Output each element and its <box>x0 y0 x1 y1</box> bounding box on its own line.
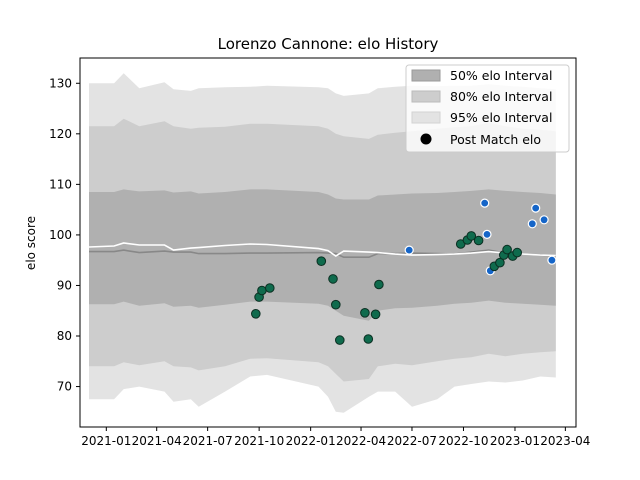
mean-elo-line <box>88 242 556 258</box>
post-match-point-21 <box>495 257 505 268</box>
post-match-point-28 <box>539 215 549 225</box>
post-match-point-27 <box>531 203 541 213</box>
x-tick-label-4: 2022-01 <box>286 434 336 448</box>
post-match-point-12 <box>404 245 414 255</box>
median-elo-line <box>89 249 556 259</box>
post-match-point-18 <box>482 229 492 239</box>
legend-label-post-match: Post Match elo <box>450 132 541 147</box>
legend-marker-post-match <box>420 133 432 145</box>
legend-label-band80: 80% elo Interval <box>450 89 552 104</box>
legend-frame <box>405 64 570 153</box>
chart-title: Lorenzo Cannone: elo History <box>218 35 439 53</box>
x-tick-label-0: 2021-01 <box>81 434 131 448</box>
y-tick-label-0: 70 <box>57 380 72 394</box>
y-tick-label-6: 130 <box>49 76 72 90</box>
post-match-point-2 <box>257 285 267 296</box>
post-match-point-16 <box>473 235 484 246</box>
legend-label-band95: 95% elo Interval <box>450 110 552 125</box>
x-tick-label-9: 2023-04 <box>540 434 590 448</box>
y-tick-label-5: 120 <box>49 127 72 141</box>
axes-frame <box>79 57 577 428</box>
plot-area <box>88 73 557 413</box>
band-50 <box>89 189 556 321</box>
x-tick-label-3: 2021-10 <box>234 434 284 448</box>
post-match-point-5 <box>328 274 338 284</box>
trend-lines <box>88 242 556 259</box>
x-tick-label-1: 2021-04 <box>132 434 182 448</box>
y-tick-label-3: 100 <box>49 228 72 242</box>
post-match-point-23 <box>502 244 512 255</box>
x-tick-label-2: 2021-07 <box>183 434 233 448</box>
x-axis-ticks: 2021-01 2021-04 2021-07 2021-10 2022-01 2022-… <box>81 427 590 448</box>
post-match-point-10 <box>370 309 381 320</box>
legend-swatch-band50 <box>411 69 441 82</box>
post-match-point-6 <box>331 299 341 310</box>
post-match-point-29 <box>547 255 557 265</box>
post-match-point-11 <box>374 279 384 290</box>
y-axis-label: elo score <box>24 216 38 270</box>
post-match-point-4 <box>316 256 327 267</box>
post-match-points <box>251 198 557 345</box>
x-tick-label-8: 2023-01 <box>490 434 540 448</box>
x-tick-label-5: 2022-04 <box>336 434 386 448</box>
post-match-point-3 <box>265 283 275 293</box>
y-tick-label-1: 80 <box>57 329 72 343</box>
legend-label-band50: 50% elo Interval <box>450 68 552 83</box>
post-match-point-0 <box>251 309 261 319</box>
y-tick-label-2: 90 <box>57 278 72 292</box>
post-match-point-9 <box>363 334 374 344</box>
post-match-point-8 <box>360 308 370 318</box>
post-match-point-17 <box>480 198 490 208</box>
x-tick-label-6: 2022-07 <box>387 434 437 448</box>
post-match-point-15 <box>466 231 477 241</box>
y-axis-ticks: 70 80 90 100 110 120 130 <box>49 76 80 394</box>
x-tick-label-7: 2022-10 <box>438 434 488 448</box>
post-match-point-26 <box>527 219 537 229</box>
legend-swatch-band80 <box>411 90 441 103</box>
legend-swatch-band95 <box>411 111 441 124</box>
post-match-point-25 <box>512 247 523 258</box>
y-tick-label-4: 110 <box>49 177 72 191</box>
post-match-point-7 <box>335 335 345 345</box>
legend: 50% elo Interval 80% elo Interval 95% el… <box>405 64 570 153</box>
